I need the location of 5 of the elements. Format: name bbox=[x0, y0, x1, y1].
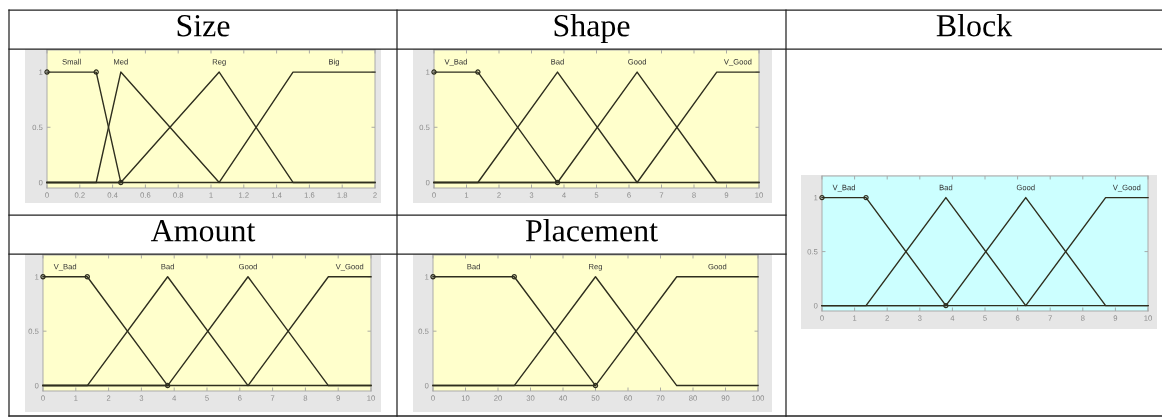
chart-title: Shape bbox=[554, 14, 630, 43]
chart-title: Block bbox=[936, 14, 1013, 37]
chart-title: Size bbox=[177, 15, 230, 37]
chart-title: Amount bbox=[150, 220, 256, 242]
chart-title: Placement bbox=[525, 219, 658, 242]
